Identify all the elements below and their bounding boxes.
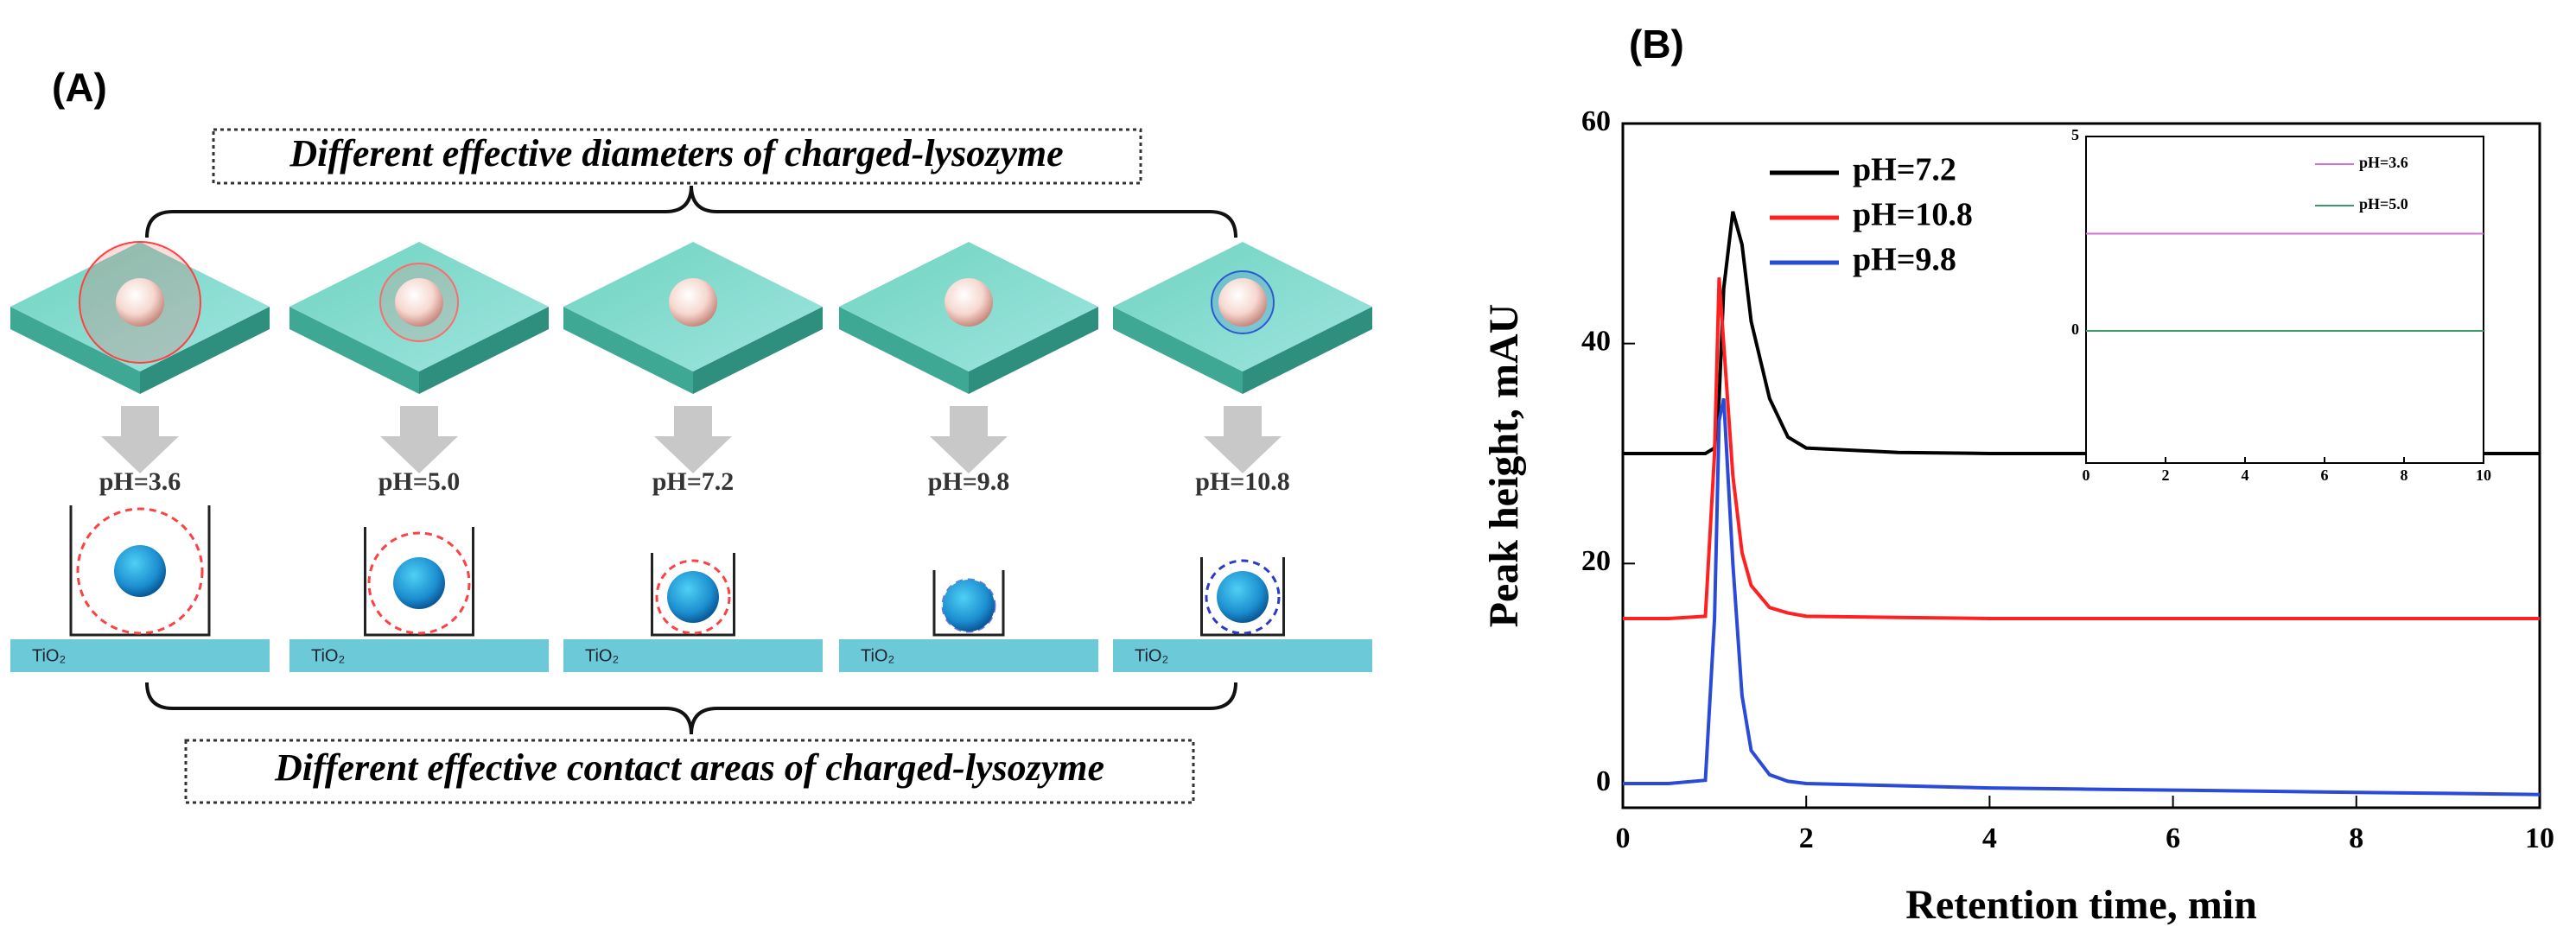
x-tick-label: 8: [2401, 466, 2408, 484]
x-tick-label: 4: [2242, 466, 2249, 484]
x-tick-label: 10: [2476, 466, 2491, 484]
protein: [945, 278, 993, 327]
protein-ball: [114, 545, 166, 597]
contact-area: [367, 531, 471, 635]
protein: [116, 278, 164, 327]
contact-area: [76, 507, 204, 635]
data-line: [1623, 397, 2541, 797]
protein: [669, 278, 717, 327]
x-tick-label: 0: [2083, 466, 2090, 484]
y-tick-label: 20: [1581, 545, 1611, 577]
caption-box: [212, 128, 1142, 185]
tile-side: [419, 307, 549, 394]
panel-label: (B): [1629, 22, 1684, 67]
substrate: [563, 639, 823, 672]
arrow: [380, 406, 458, 473]
tile-side: [140, 307, 270, 394]
protein-ball: [393, 557, 445, 609]
brace: [145, 682, 1237, 735]
arrow: [101, 406, 179, 473]
substrate-label: TiO₂: [1135, 646, 1168, 665]
substrate-label: TiO₂: [861, 646, 894, 665]
tile-side: [563, 307, 693, 394]
ph-label: pH=3.6: [99, 467, 181, 496]
x-tick-label: 2: [2162, 466, 2170, 484]
substrate-label: TiO₂: [32, 646, 66, 665]
ph-label: pH=5.0: [378, 467, 461, 496]
substrate: [289, 639, 549, 672]
panel-label: (A): [52, 65, 107, 110]
arrow: [930, 406, 1008, 473]
tile-side: [969, 307, 1098, 394]
legend-label: pH=3.6: [2359, 154, 2408, 171]
protein: [1218, 278, 1267, 327]
top-caption: Different effective diameters of charged…: [289, 132, 1063, 175]
cup: [1200, 557, 1285, 637]
y-axis-label: Peak height, mAU: [1481, 304, 1527, 628]
panel-a: (A) Different effective diameters of cha…: [10, 65, 1372, 804]
cup: [364, 527, 474, 637]
x-tick-label: 10: [2525, 822, 2554, 854]
x-tick-label: 6: [2166, 822, 2180, 854]
substrate-label: TiO₂: [311, 646, 345, 665]
ph-label: pH=10.8: [1195, 467, 1290, 496]
cup: [651, 553, 735, 637]
y-tick-label: 40: [1581, 325, 1611, 357]
protein-ball: [943, 580, 995, 631]
x-axis-label: Retention time, min: [1905, 882, 2257, 928]
legend-label: pH=7.2: [1853, 152, 1956, 188]
data-line: [1623, 277, 2540, 620]
protein: [395, 278, 443, 327]
legend-label: pH=10.8: [1853, 197, 1973, 233]
bottom-caption: Different effective contact areas of cha…: [274, 746, 1104, 789]
tile-side: [10, 307, 140, 394]
x-tick-label: 2: [1799, 822, 1814, 854]
brace: [145, 185, 1237, 238]
tile-side: [1113, 307, 1243, 394]
substrate: [839, 639, 1098, 672]
cup: [932, 570, 1005, 637]
y-tick-label: 60: [1581, 105, 1611, 137]
ph-label: pH=9.8: [928, 467, 1010, 496]
cup: [69, 505, 211, 637]
arrow: [654, 406, 732, 473]
contact-area: [1205, 559, 1281, 635]
legend-label: pH=5.0: [2359, 195, 2408, 213]
tile-side: [693, 307, 823, 394]
tile-side: [289, 307, 419, 394]
y-tick-label: 5: [2071, 126, 2079, 143]
substrate-label: TiO₂: [585, 646, 619, 665]
substrate: [1113, 639, 1372, 672]
arrow: [1204, 406, 1282, 473]
protein-ball: [1217, 571, 1269, 623]
caption-box: [184, 739, 1195, 804]
x-tick-label: 8: [2349, 822, 2363, 854]
plot-frame: [2085, 136, 2484, 464]
x-tick-label: 0: [1616, 822, 1631, 854]
y-tick-label: 0: [1596, 765, 1611, 797]
contact-area: [655, 559, 731, 635]
protein-ball: [667, 571, 719, 623]
legend-label: pH=9.8: [1853, 242, 1956, 278]
x-tick-label: 6: [2321, 466, 2329, 484]
tile-side: [1243, 307, 1372, 394]
tile-side: [839, 307, 969, 394]
ph-label: pH=7.2: [652, 467, 735, 496]
y-tick-label: 0: [2071, 321, 2079, 338]
x-tick-label: 4: [1982, 822, 1997, 854]
substrate: [10, 639, 270, 672]
